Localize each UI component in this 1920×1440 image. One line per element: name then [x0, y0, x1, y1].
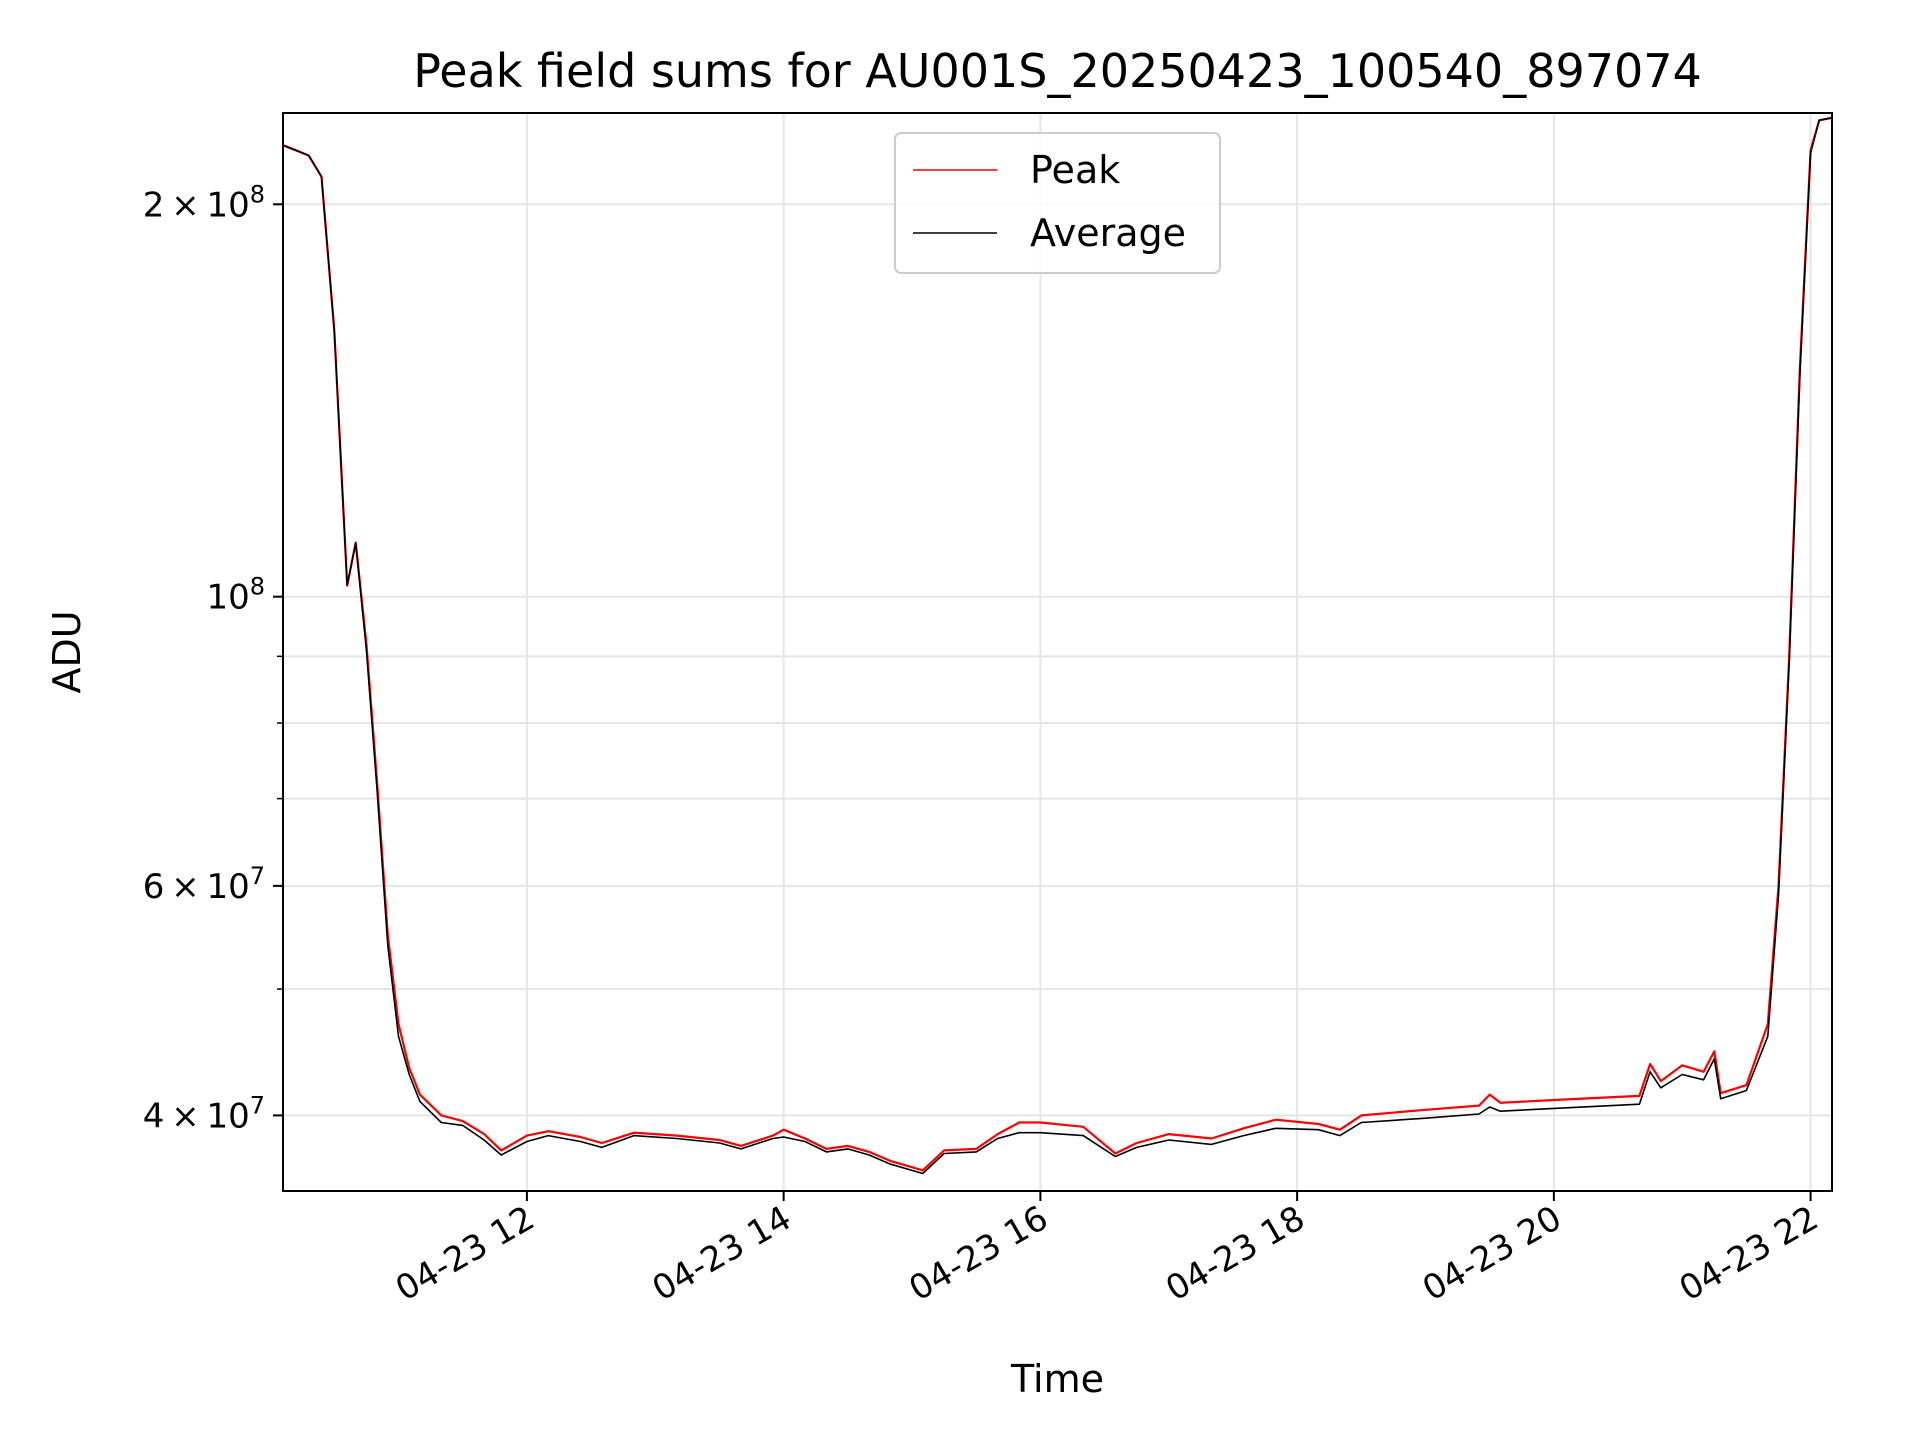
plot-frame [282, 112, 1833, 1192]
series-layer [282, 116, 1833, 1175]
y-tick-label: 6 × 107 [143, 862, 265, 907]
legend-box [894, 132, 1221, 274]
legend-label-peak: Peak [1030, 148, 1120, 192]
y-axis-title: ADU [45, 610, 89, 693]
x-axis-title: Time [1010, 1357, 1104, 1401]
y-tick-label: 108 [206, 573, 265, 618]
legend-label-average: Average [1030, 211, 1186, 255]
series-line-peak [282, 116, 1833, 1172]
legend: Peak Average [894, 132, 1221, 274]
y-tick-label: 2 × 108 [143, 180, 265, 225]
y-tick-label: 4 × 107 [143, 1091, 265, 1136]
series-line-average [282, 117, 1833, 1175]
chart-title: Peak field sums for AU001S_20250423_1005… [413, 44, 1702, 98]
